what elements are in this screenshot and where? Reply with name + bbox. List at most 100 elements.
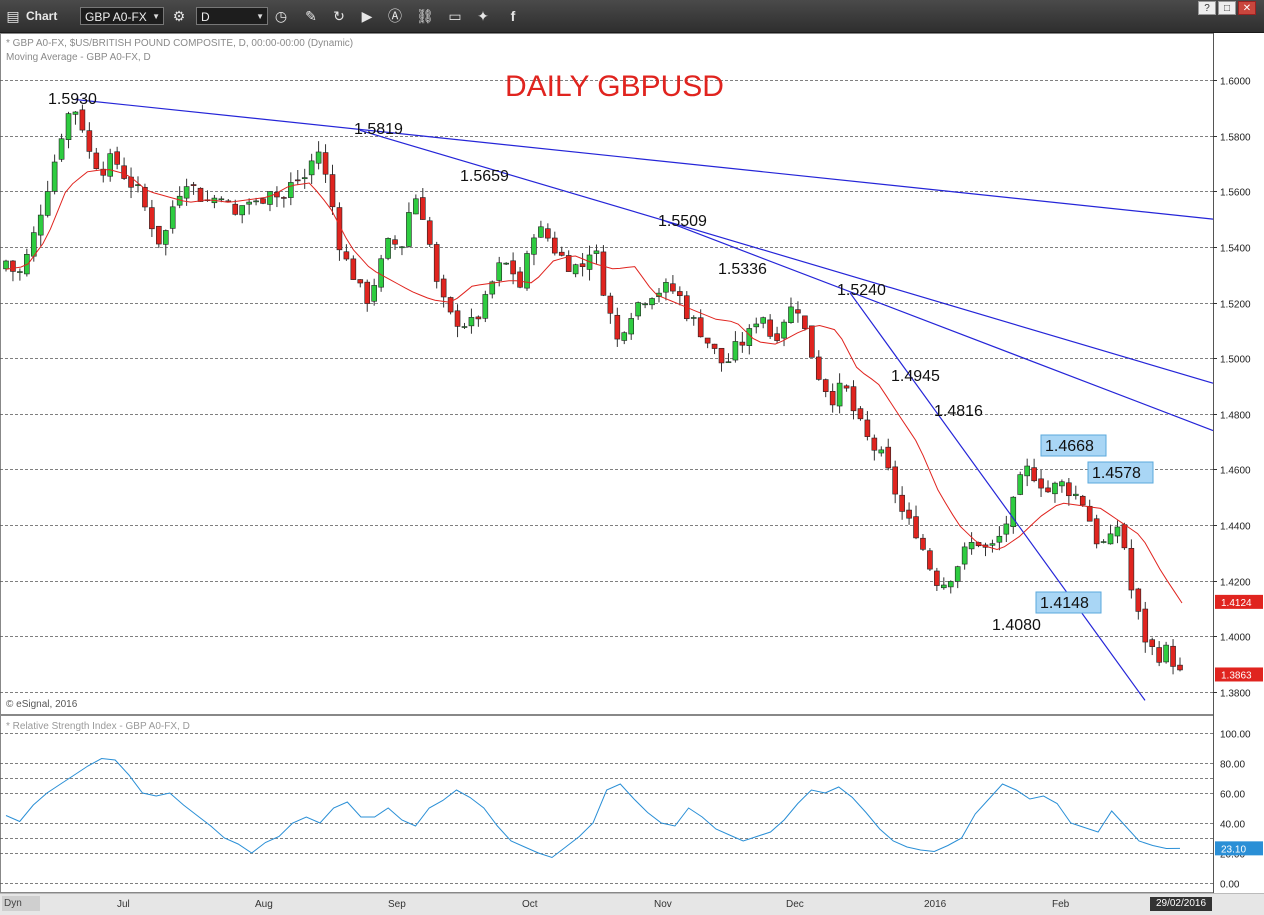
candle-body: [1100, 541, 1107, 543]
candle-body: [822, 379, 829, 392]
time-axis-bar: [0, 893, 1264, 915]
close-button[interactable]: ✕: [1238, 1, 1256, 15]
candle-body: [350, 258, 357, 280]
facebook-icon[interactable]: f: [510, 8, 516, 24]
candle-body: [607, 295, 614, 314]
price-tick-label: 1.5400: [1220, 244, 1251, 255]
candle-body: [1170, 645, 1176, 667]
candle-body: [565, 255, 572, 272]
price-plot-frame: [0, 33, 1214, 715]
candle-body: [809, 325, 815, 358]
candle-body: [989, 543, 996, 546]
pencil-icon[interactable]: ✎: [305, 8, 317, 24]
candle-body: [885, 446, 892, 469]
settings-icon[interactable]: ⚙: [172, 8, 186, 24]
rsi-tick-label: 100.00: [1220, 730, 1251, 741]
price-annotation: 1.4148: [1040, 595, 1089, 612]
alert-icon[interactable]: Ⓐ: [388, 8, 402, 24]
candle-body: [677, 291, 683, 297]
candle-body: [767, 319, 773, 337]
symbol-combo[interactable]: GBP A0-FX ▼: [80, 7, 164, 25]
candle-body: [253, 200, 259, 203]
candle-body: [17, 271, 23, 273]
candle-body: [121, 165, 127, 179]
price-annotation: 1.5930: [48, 91, 97, 108]
candle-body: [301, 177, 308, 180]
cursor-date: 29/02/2016: [1150, 897, 1212, 911]
price-tick-label: 1.3800: [1220, 689, 1251, 700]
chart-title: DAILY GBPUSD: [505, 70, 724, 103]
refresh-icon[interactable]: ↻: [333, 8, 345, 24]
rsi-tick-label: 60.00: [1220, 790, 1245, 801]
price-tick-label: 1.5600: [1220, 188, 1251, 199]
candle-body: [593, 250, 600, 254]
price-annotation: 1.4668: [1045, 438, 1094, 455]
candle-body: [281, 197, 287, 199]
candle-body: [322, 152, 329, 175]
candle-body: [79, 109, 86, 131]
price-label-box: [1040, 434, 1107, 457]
candle-body: [621, 332, 628, 341]
candle-body: [1059, 481, 1065, 487]
twitter-icon[interactable]: ✦: [477, 8, 489, 24]
candle-body: [1156, 647, 1162, 663]
price-annotation: 1.4816: [934, 403, 983, 420]
interval-combo[interactable]: D ▼: [196, 7, 268, 25]
chevron-down-icon[interactable]: ▼: [152, 12, 160, 21]
maximize-button[interactable]: □: [1218, 1, 1236, 15]
x-tick-label: Feb: [1052, 899, 1070, 910]
candle-body: [663, 282, 669, 293]
candle-body: [815, 356, 822, 380]
candle-body: [635, 302, 641, 317]
price-annotation: 1.4945: [891, 368, 940, 385]
play-icon[interactable]: ▶: [361, 8, 373, 24]
last-price-value: 1.3863: [1221, 670, 1252, 681]
candle-body: [65, 113, 72, 140]
ma-price-value: 1.4124: [1221, 598, 1252, 609]
candle-body: [107, 153, 114, 177]
candle-body: [308, 160, 315, 176]
candle-body: [558, 251, 565, 256]
candle-body: [1010, 496, 1017, 528]
chevron-down-icon[interactable]: ▼: [256, 12, 264, 21]
price-annotation: 1.4080: [992, 617, 1041, 634]
candle-body: [58, 138, 65, 160]
price-annotation: 1.5819: [354, 121, 403, 138]
candle-body: [142, 186, 148, 208]
rsi-last-value: 23.10: [1221, 844, 1246, 855]
candle-body: [739, 341, 746, 346]
price-tick-label: 1.5000: [1220, 355, 1251, 366]
candle-body: [725, 361, 732, 364]
help-button[interactable]: ?: [1198, 1, 1216, 15]
candle-body: [406, 212, 412, 247]
candle-body: [1142, 608, 1149, 643]
candle-body: [1135, 588, 1142, 612]
candle-body: [183, 186, 190, 199]
comment-icon[interactable]: ▭: [448, 8, 462, 24]
candle-body: [169, 206, 176, 229]
rsi-tick-label: 40.00: [1220, 820, 1245, 831]
candle-body: [906, 509, 912, 519]
ma-info: Moving Average - GBP A0-FX, D: [6, 52, 151, 63]
candle-body: [1121, 524, 1128, 549]
candle-body: [482, 294, 489, 319]
candle-body: [551, 237, 558, 254]
x-tick-label: Oct: [522, 899, 538, 910]
candle-body: [510, 260, 516, 275]
rsi-tick-label: 0.00: [1220, 880, 1240, 891]
candle-body: [44, 191, 51, 216]
candle-body: [718, 347, 725, 364]
candle-body: [315, 151, 322, 164]
candle-body: [579, 263, 586, 267]
dyn-toggle[interactable]: Dyn: [2, 896, 40, 911]
candle-body: [162, 230, 169, 245]
candle-body: [288, 182, 294, 198]
candle-body: [218, 198, 225, 201]
trendline: [659, 218, 1214, 432]
candle-body: [857, 408, 864, 420]
clock-icon[interactable]: ◷: [274, 8, 288, 24]
candle-body: [1086, 505, 1093, 522]
price-label-box: [1087, 461, 1154, 484]
candle-body: [704, 337, 711, 344]
link-icon[interactable]: ⛓: [416, 8, 434, 24]
